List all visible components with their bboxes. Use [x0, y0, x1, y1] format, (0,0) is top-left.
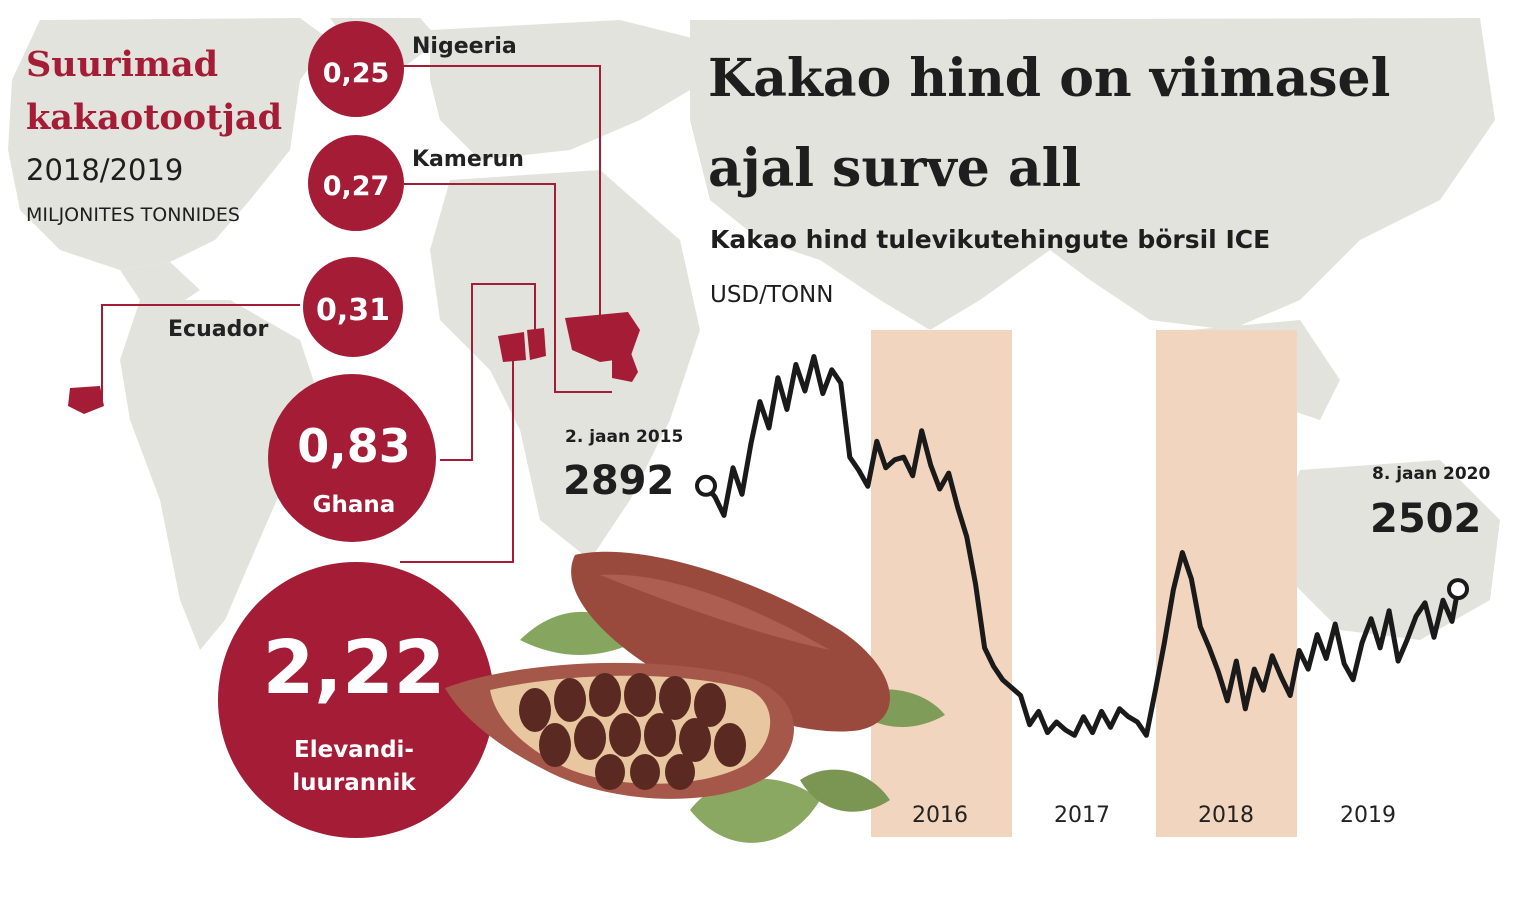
bean-shape	[574, 716, 606, 760]
bean-shape	[595, 754, 625, 790]
bean-shape	[589, 673, 621, 717]
south-america-shape	[120, 300, 320, 650]
producers-unit: MILJONITES TONNIDES	[26, 204, 240, 226]
producers-title-line2: kakaotootjad	[26, 97, 283, 138]
start-date-label: 2. jaan 2015	[565, 427, 683, 447]
connector-ecuador	[101, 304, 300, 400]
connector-lines	[101, 65, 612, 563]
bean-shape	[644, 713, 676, 757]
bean-shape	[665, 754, 695, 790]
bubble-ghana	[268, 374, 436, 542]
cameroon-shape	[612, 345, 638, 382]
europe-shape	[430, 20, 700, 160]
price-series-line	[703, 354, 1461, 738]
value-nigeria: 0,25	[323, 58, 390, 89]
producers-season: 2018/2019	[26, 153, 184, 187]
producer-country-shapes	[68, 312, 640, 414]
bean-shape	[519, 688, 551, 732]
chart-unit: USD/TONN	[710, 282, 834, 308]
bean-shape	[609, 713, 641, 757]
bean-shape	[630, 754, 660, 790]
value-ivory-coast: 2,22	[263, 625, 446, 711]
label-ivory-coast-line2: luurannik	[292, 770, 416, 796]
whole-pod-shape	[571, 551, 890, 732]
ecuador-shape	[68, 386, 104, 414]
x-label-2018: 2018	[1198, 803, 1254, 828]
bean-shape	[539, 723, 571, 767]
connector-ghana	[440, 283, 536, 461]
bubble-ivory-coast	[218, 562, 494, 838]
value-ecuador: 0,31	[316, 293, 390, 328]
cocoa-beans	[519, 673, 746, 790]
chart-subtitle: Kakao hind tulevikutehingute börsil ICE	[710, 225, 1271, 254]
label-cameroon: Kamerun	[412, 147, 524, 172]
headline-line2: ajal surve all	[708, 138, 1082, 199]
pod-highlight-shape	[600, 574, 830, 650]
label-nigeria: Nigeeria	[412, 34, 517, 59]
africa-shape	[430, 170, 700, 560]
connector-cameroon	[400, 183, 612, 393]
shade-year-2016	[871, 330, 1012, 837]
label-ivory-coast-line1: Elevandi-	[294, 737, 414, 763]
world-map	[8, 18, 1500, 650]
asia-shape	[690, 18, 1495, 330]
bean-shape	[714, 723, 746, 767]
bubble-nigeria	[308, 21, 404, 117]
label-ecuador: Ecuador	[168, 317, 268, 342]
x-label-2016: 2016	[912, 803, 968, 828]
end-date-label: 8. jaan 2020	[1372, 464, 1490, 484]
leaf-shape	[690, 778, 820, 843]
ghana-shape	[527, 328, 546, 360]
shade-year-2018	[1156, 330, 1297, 837]
bubble-ecuador	[303, 257, 403, 357]
cocoa-pod-illustration	[445, 551, 945, 843]
bean-shape	[679, 718, 711, 762]
australia-shape	[1280, 460, 1500, 640]
x-label-2017: 2017	[1054, 803, 1110, 828]
central-america-shape	[120, 262, 200, 310]
start-point-marker	[695, 474, 717, 497]
connector-ivory-coast	[400, 345, 514, 563]
x-label-2019: 2019	[1340, 803, 1396, 828]
leaf-shape	[800, 769, 890, 812]
bean-shape	[694, 683, 726, 727]
value-cameroon: 0,27	[323, 171, 390, 202]
ivory-coast-shape	[498, 332, 526, 362]
bubble-cameroon	[308, 135, 404, 231]
end-value-label: 2502	[1370, 496, 1481, 542]
bean-shape	[624, 673, 656, 717]
connector-nigeria	[400, 65, 601, 320]
label-ghana: Ghana	[313, 492, 396, 518]
headline-line1: Kakao hind on viimasel	[708, 48, 1391, 109]
north-america-shape	[8, 18, 330, 270]
end-point-marker	[1447, 578, 1469, 601]
bean-shape	[554, 678, 586, 722]
bean-shape	[659, 676, 691, 720]
producers-title-line1: Suurimad	[26, 44, 219, 85]
value-ghana: 0,83	[297, 419, 411, 473]
start-value-label: 2892	[563, 458, 674, 504]
